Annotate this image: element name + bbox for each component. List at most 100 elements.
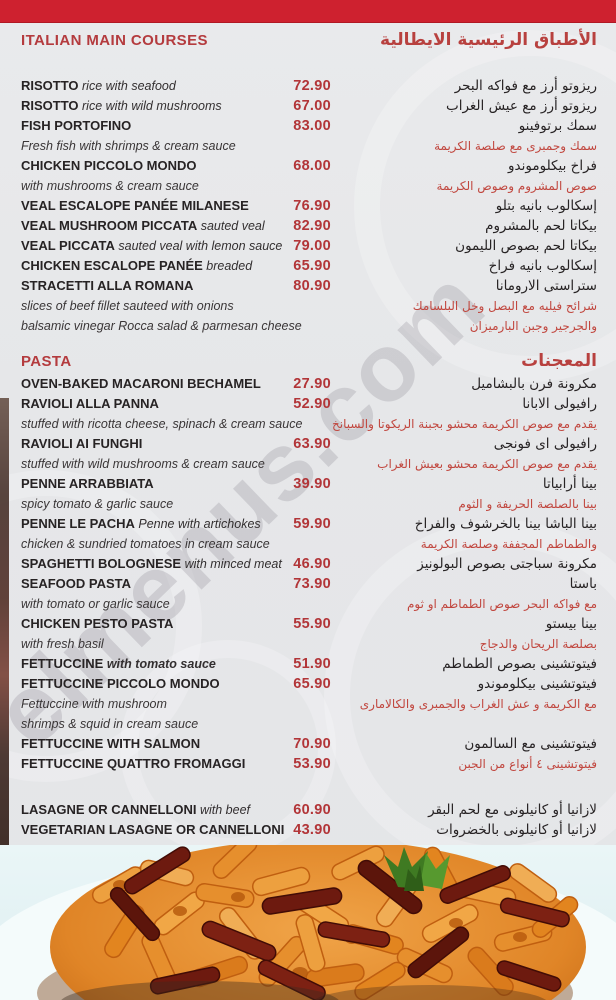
item-price: 51.90	[293, 656, 331, 672]
item-description: stuffed with ricotta cheese, spinach & c…	[21, 417, 303, 431]
item-description-row: slices of beef fillet sauteed with onion…	[21, 296, 597, 316]
menu-item-row: FETTUCCINE PICCOLO MONDO 65.90 فيتوتشينى…	[21, 674, 597, 694]
item-name: FISH PORTOFINO	[21, 118, 132, 133]
item-name: CHICKEN PESTO PASTA	[21, 616, 174, 631]
item-name: CHICKEN ESCALOPE PANÉE breaded	[21, 258, 253, 273]
item-price: 68.00	[293, 158, 331, 174]
top-red-bar	[0, 0, 616, 22]
item-price: 27.90	[293, 376, 331, 392]
item-price: 46.90	[293, 556, 331, 572]
item-name: RAVIOLI ALLA PANNA	[21, 396, 159, 411]
item-description: Fresh fish with shrimps & cream sauce	[21, 139, 236, 153]
section-heading: ITALIAN MAIN COURSES الأطباق الرئيسية ال…	[21, 30, 597, 50]
item-price: 60.90	[293, 802, 331, 818]
menu-item-row: RISOTTO rice with wild mushrooms 67.00 ر…	[21, 96, 597, 116]
item-description-row: balsamic vinegar Rocca salad & parmesan …	[21, 316, 597, 336]
item-description-arabic: بصلصة الريحان والدجاج	[479, 637, 597, 651]
item-name-arabic: باستا	[569, 576, 597, 592]
section-heading: PASTA المعجنات	[21, 351, 597, 371]
item-name-arabic: بينا بيستو	[545, 616, 597, 632]
item-price: 52.90	[293, 396, 331, 412]
item-name: FETTUCCINE with tomato sauce	[21, 656, 216, 671]
item-name: VEAL PICCATA sauted veal with lemon sauc…	[21, 238, 283, 253]
menu-item-row: CHICKEN PICCOLO MONDO 68.00 فراخ بيكلومو…	[21, 156, 597, 176]
item-price: 82.90	[293, 218, 331, 234]
section-rows: OVEN-BAKED MACARONI BECHAMEL 27.90 مكرون…	[21, 374, 597, 840]
item-description-row: with tomato or garlic sauce مع فواكه الب…	[21, 594, 597, 614]
item-price: 73.90	[293, 576, 331, 592]
item-description-arabic: سمك وجمبرى مع صلصة الكريمة	[434, 139, 597, 153]
item-price: 59.90	[293, 516, 331, 532]
menu-item-row: RISOTTO rice with seafood 72.90 ريزوتو أ…	[21, 76, 597, 96]
item-description-row: shrimps & squid in cream sauce	[21, 714, 597, 734]
item-name: CHICKEN PICCOLO MONDO	[21, 158, 197, 173]
item-description-arabic: مع الكريمة و عش الغراب والجمبرى والكالام…	[359, 697, 597, 711]
item-name-arabic: مكرونة سباجتى بصوص البولونيز	[417, 556, 597, 572]
menu-section: PASTA المعجنات OVEN-BAKED MACARONI BECHA…	[21, 351, 597, 840]
menu-item-row: FISH PORTOFINO 83.00 سمك برتوفينو	[21, 116, 597, 136]
menu-item-row: PENNE ARRABBIATA 39.90 بينا أرابياتا	[21, 474, 597, 494]
item-description-row: Fettuccine with mushroom مع الكريمة و عش…	[21, 694, 597, 714]
item-description-row: chicken & sundried tomatoes in cream sau…	[21, 534, 597, 554]
menu-item-row: STRACETTI ALLA ROMANA 80.90 ستراستى الار…	[21, 276, 597, 296]
item-name-arabic: ستراستى الارومانا	[495, 278, 597, 294]
bottom-shadow	[61, 981, 339, 1000]
item-name: RISOTTO rice with wild mushrooms	[21, 98, 222, 113]
item-name: VEGETARIAN LASAGNE OR CANNELLONI	[21, 822, 285, 837]
menu-section: ITALIAN MAIN COURSES الأطباق الرئيسية ال…	[21, 30, 597, 336]
item-name-arabic: لازانيا أو كانيلونى بالخضروات	[436, 822, 597, 838]
item-name: PENNE LE PACHA Penne with artichokes	[21, 516, 261, 531]
item-description-row: stuffed with wild mushrooms & cream sauc…	[21, 454, 597, 474]
menu-item-row: SPAGHETTI BOLOGNESE with minced meat 46.…	[21, 554, 597, 574]
item-name: RAVIOLI AI FUNGHI	[21, 436, 143, 451]
item-name: SPAGHETTI BOLOGNESE with minced meat	[21, 556, 282, 571]
item-name-arabic: فراخ بيكلوموندو	[508, 158, 597, 174]
menu-item-row: FETTUCCINE WITH SALMON 70.90 فيتوتشينى م…	[21, 734, 597, 754]
item-name: PENNE ARRABBIATA	[21, 476, 154, 491]
item-name: FETTUCCINE PICCOLO MONDO	[21, 676, 220, 691]
item-description-row: with mushrooms & cream sauce صوص المشروم…	[21, 176, 597, 196]
left-edge-photo-sliver	[0, 398, 9, 845]
sundried-tomatoes	[109, 846, 570, 1000]
item-name-arabic: بيكاتا لحم بصوص الليمون	[455, 238, 597, 254]
menu-item-row: VEGETARIAN LASAGNE OR CANNELLONI 43.90 ل…	[21, 820, 597, 840]
item-price: 70.90	[293, 736, 331, 752]
section-spacer	[21, 774, 597, 800]
item-name-arabic: بيكاتا لحم بالمشروم	[485, 218, 597, 234]
item-description: with fresh basil	[21, 637, 104, 651]
menu-item-row: VEAL MUSHROOM PICCATA sauted veal 82.90 …	[21, 216, 597, 236]
menu-content: ITALIAN MAIN COURSES الأطباق الرئيسية ال…	[21, 30, 597, 840]
item-description: spicy tomato & garlic sauce	[21, 497, 174, 511]
item-name-arabic: فيتوتشينى ٤ أنواع من الجبن	[458, 757, 597, 771]
item-description-arabic: بينا بالصلصة الحريفة و الثوم	[458, 497, 597, 511]
item-price: 39.90	[293, 476, 331, 492]
item-price: 43.90	[293, 822, 331, 838]
item-name-arabic: رافيولى اى فونجى	[493, 436, 597, 452]
item-name: SEAFOOD PASTA	[21, 576, 132, 591]
item-description-row: stuffed with ricotta cheese, spinach & c…	[21, 414, 597, 434]
section-rows: RISOTTO rice with seafood 72.90 ريزوتو أ…	[21, 76, 597, 336]
menu-item-row: SEAFOOD PASTA 73.90 باستا	[21, 574, 597, 594]
item-description-arabic: والجرجير وجبن البارميزان	[469, 319, 597, 333]
item-name-arabic: فيتوتشينى بصوص الطماطم	[442, 656, 597, 672]
item-description-arabic: والطماطم المجففة وصلصة الكريمة	[420, 537, 597, 551]
item-description: Fettuccine with mushroom	[21, 697, 167, 711]
item-name: OVEN-BAKED MACARONI BECHAMEL	[21, 376, 261, 391]
item-description-arabic: يقدم مع صوص الكريمة محشو بعيش الغراب	[377, 457, 597, 471]
item-description: shrimps & squid in cream sauce	[21, 717, 199, 731]
item-name-arabic: فيتوتشينى مع السالمون	[464, 736, 597, 752]
pasta-dish-photo	[0, 845, 616, 1000]
item-price: 55.90	[293, 616, 331, 632]
menu-item-row: CHICKEN PESTO PASTA 55.90 بينا بيستو	[21, 614, 597, 634]
item-description-row: Fresh fish with shrimps & cream sauce سم…	[21, 136, 597, 156]
item-name-arabic: سمك برتوفينو	[518, 118, 597, 134]
item-price: 72.90	[293, 78, 331, 94]
bottom-shadow	[313, 985, 547, 1000]
item-price: 67.00	[293, 98, 331, 114]
section-heading-arabic: الأطباق الرئيسية الايطالية	[380, 30, 597, 50]
section-heading-english: ITALIAN MAIN COURSES	[21, 32, 208, 49]
menu-item-row: PENNE LE PACHA Penne with artichokes 59.…	[21, 514, 597, 534]
item-description: with tomato or garlic sauce	[21, 597, 170, 611]
item-description-arabic: صوص المشروم وصوص الكريمة	[436, 179, 597, 193]
